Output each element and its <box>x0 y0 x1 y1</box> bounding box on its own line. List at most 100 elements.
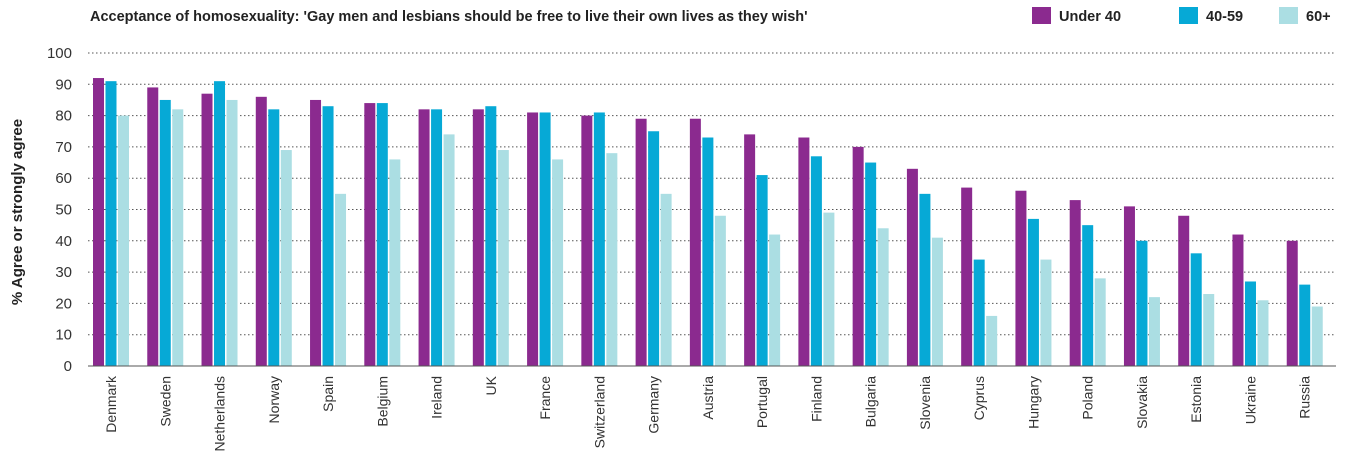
bar-uk-under-40 <box>472 109 484 366</box>
x-tick-label-austria: Austria <box>700 376 716 420</box>
bar-ireland-under-40 <box>418 109 430 366</box>
bar-uk-60 <box>497 150 509 366</box>
x-tick-label-belgium: Belgium <box>374 376 390 427</box>
bar-belgium-under-40 <box>364 103 376 366</box>
bar-switzerland-40-59 <box>593 112 605 366</box>
legend-swatch-40-59 <box>1179 7 1198 24</box>
bar-hungary-60 <box>1040 259 1052 366</box>
bar-hungary-under-40 <box>1015 190 1027 366</box>
bar-austria-60 <box>714 215 726 366</box>
bar-estonia-40-59 <box>1190 253 1202 366</box>
y-axis-ticks: 0 10 20 30 40 50 60 70 80 90 100 <box>47 45 72 375</box>
bar-denmark-40-59 <box>105 81 117 367</box>
bar-poland-under-40 <box>1069 200 1081 366</box>
bar-finland-under-40 <box>798 137 810 366</box>
bar-russia-40-59 <box>1299 284 1311 366</box>
bar-portugal-60 <box>769 234 781 366</box>
bar-russia-60 <box>1311 306 1323 366</box>
bar-cyprus-60 <box>986 315 998 366</box>
bar-slovenia-60 <box>931 237 943 366</box>
x-tick-label-finland: Finland <box>808 376 824 422</box>
bar-germany-60 <box>660 193 672 366</box>
bar-spain-40-59 <box>322 106 334 367</box>
x-tick-label-uk: UK <box>483 375 499 395</box>
bar-belgium-60 <box>389 159 401 366</box>
x-tick-label-cyprus: Cyprus <box>971 376 987 420</box>
legend-swatch-60 <box>1279 7 1298 24</box>
x-tick-label-france: France <box>537 376 553 420</box>
bar-bulgaria-60 <box>877 228 889 366</box>
bar-estonia-under-40 <box>1178 215 1190 366</box>
bar-ukraine-60 <box>1257 300 1269 366</box>
x-tick-label-hungary: Hungary <box>1025 376 1041 429</box>
x-tick-label-slovenia: Slovenia <box>917 376 933 430</box>
bar-norway-under-40 <box>255 96 267 366</box>
x-tick-label-estonia: Estonia <box>1188 376 1204 423</box>
bar-germany-40-59 <box>648 131 660 366</box>
bar-spain-60 <box>335 193 347 366</box>
bar-denmark-60 <box>118 115 129 366</box>
bar-france-40-59 <box>539 112 551 366</box>
bar-finland-60 <box>823 212 835 366</box>
bar-hungary-40-59 <box>1027 218 1039 366</box>
bar-denmark-under-40 <box>93 78 104 366</box>
bar-poland-60 <box>1094 278 1106 366</box>
bar-austria-under-40 <box>689 118 701 366</box>
legend-swatch-under-40 <box>1032 7 1051 24</box>
bar-uk-40-59 <box>485 106 497 367</box>
x-tick-label-bulgaria: Bulgaria <box>863 376 879 428</box>
bar-switzerland-60 <box>606 153 618 366</box>
y-tick-label: 70 <box>55 139 72 156</box>
bar-ukraine-40-59 <box>1244 281 1256 366</box>
bar-slovakia-40-59 <box>1136 240 1148 366</box>
y-axis-label: % Agree or strongly agree <box>9 119 26 305</box>
bar-norway-40-59 <box>268 109 280 366</box>
y-tick-label: 0 <box>64 358 72 375</box>
bar-russia-under-40 <box>1286 240 1298 366</box>
bars <box>93 78 1323 367</box>
bar-bulgaria-under-40 <box>852 146 864 366</box>
bar-slovenia-40-59 <box>919 193 931 366</box>
y-tick-label: 30 <box>55 264 72 281</box>
bar-slovakia-under-40 <box>1123 206 1135 366</box>
bar-portugal-under-40 <box>744 134 756 366</box>
bar-france-60 <box>552 159 564 366</box>
x-axis-ticks: Denmark Sweden Netherlands Norway Spain Belgi… <box>103 375 1313 451</box>
bar-netherlands-under-40 <box>201 93 213 366</box>
bar-finland-40-59 <box>810 156 822 366</box>
x-tick-label-ireland: Ireland <box>429 376 445 419</box>
x-tick-label-spain: Spain <box>320 376 336 412</box>
legend-label-under-40: Under 40 <box>1059 9 1121 25</box>
bar-slovenia-under-40 <box>906 168 918 366</box>
x-tick-label-russia: Russia <box>1297 376 1313 419</box>
x-tick-label-norway: Norway <box>266 376 282 423</box>
bar-cyprus-40-59 <box>973 259 985 366</box>
y-tick-label: 100 <box>47 45 72 62</box>
y-tick-label: 80 <box>55 108 72 125</box>
bar-netherlands-40-59 <box>214 81 226 367</box>
bar-estonia-60 <box>1203 294 1215 366</box>
y-tick-label: 90 <box>55 76 72 93</box>
bar-sweden-under-40 <box>147 87 159 367</box>
x-tick-label-switzerland: Switzerland <box>591 376 607 448</box>
bar-spain-under-40 <box>310 99 322 366</box>
bar-ireland-60 <box>443 134 455 366</box>
bar-austria-40-59 <box>702 137 714 366</box>
legend-label-40-59: 40-59 <box>1206 9 1243 25</box>
bar-poland-40-59 <box>1082 225 1094 366</box>
y-tick-label: 60 <box>55 170 72 187</box>
y-tick-label: 50 <box>55 202 72 219</box>
bar-norway-60 <box>280 150 292 366</box>
x-tick-label-germany: Germany <box>646 376 662 434</box>
legend-label-60: 60+ <box>1306 9 1331 25</box>
bar-switzerland-under-40 <box>581 115 593 366</box>
bar-portugal-40-59 <box>756 175 768 366</box>
bar-belgium-40-59 <box>376 103 388 366</box>
bar-cyprus-under-40 <box>961 187 973 366</box>
y-tick-label: 10 <box>55 327 72 344</box>
x-tick-label-sweden: Sweden <box>157 376 173 427</box>
chart-title: Acceptance of homosexuality: 'Gay men an… <box>90 9 808 25</box>
x-tick-label-netherlands: Netherlands <box>212 376 228 452</box>
x-tick-label-ukraine: Ukraine <box>1242 376 1258 424</box>
